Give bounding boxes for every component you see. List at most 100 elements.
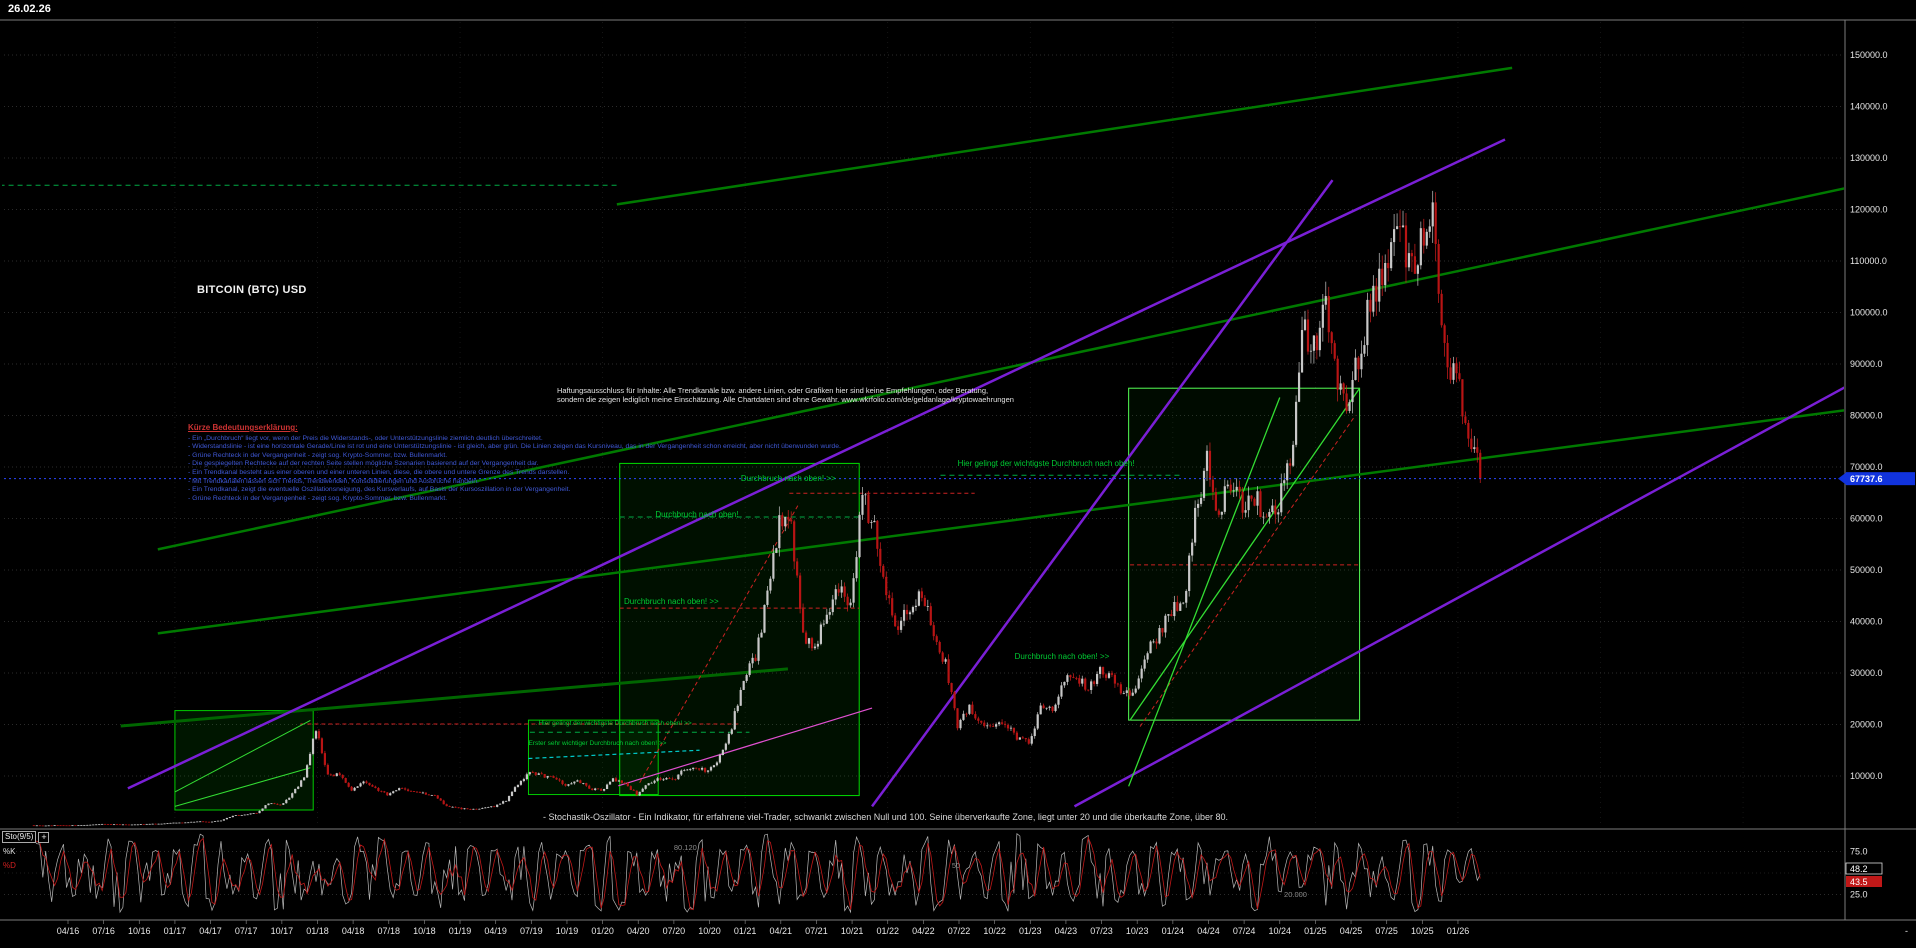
svg-text:67737.6: 67737.6 bbox=[1850, 474, 1883, 484]
stochastic-description: - Stochastik-Oszillator - Ein Indikator,… bbox=[543, 812, 1229, 822]
svg-text:10/18: 10/18 bbox=[413, 926, 436, 936]
svg-text:90000.0: 90000.0 bbox=[1850, 359, 1883, 369]
svg-text:60000.0: 60000.0 bbox=[1850, 514, 1883, 524]
svg-text:07/21: 07/21 bbox=[805, 926, 828, 936]
oscillator-toolbar: Sto(9/5) + bbox=[2, 831, 50, 843]
svg-text:04/16: 04/16 bbox=[57, 926, 80, 936]
svg-text:10/21: 10/21 bbox=[841, 926, 864, 936]
oscillator-inner-label: 20.000 bbox=[1284, 890, 1307, 900]
grid-settings-icon[interactable]: + bbox=[38, 831, 50, 843]
svg-text:150000.0: 150000.0 bbox=[1850, 50, 1888, 60]
svg-text:04/20: 04/20 bbox=[627, 926, 650, 936]
legend-line: - Ein „Durchbruch“ liegt vor, wenn der P… bbox=[188, 434, 543, 442]
legend-line: - Grüne Rechteck in der Vergangenheit - … bbox=[188, 494, 448, 502]
oscillator-inner-label: 50 bbox=[951, 860, 961, 870]
legend-line: - Ein Trendkanal, zeigt die eventuelle O… bbox=[188, 486, 571, 494]
price-axis-labels: 150000.0 140000.0 130000.0 120000.0 110000.0… bbox=[1850, 50, 1888, 781]
chart-annotation: Hier gelingt der wichtigste Durchbruch n… bbox=[957, 458, 1135, 468]
svg-text:-: - bbox=[1905, 926, 1908, 936]
percent-d-label: %D bbox=[3, 861, 16, 870]
svg-text:10/22: 10/22 bbox=[983, 926, 1006, 936]
svg-text:01/20: 01/20 bbox=[591, 926, 614, 936]
chart-title: BITCOIN (BTC) USD bbox=[197, 284, 307, 296]
svg-text:04/24: 04/24 bbox=[1197, 926, 1220, 936]
svg-text:140000.0: 140000.0 bbox=[1850, 102, 1888, 112]
legend-line: - Die gespiegelten Rechtecke auf der rec… bbox=[188, 460, 539, 468]
svg-text:07/25: 07/25 bbox=[1375, 926, 1398, 936]
oscillator-axis-labels: 75.0 25.0 48.2 43.5 bbox=[1845, 847, 1883, 900]
svg-text:40000.0: 40000.0 bbox=[1850, 617, 1883, 627]
svg-text:50000.0: 50000.0 bbox=[1850, 565, 1883, 575]
svg-text:10/23: 10/23 bbox=[1126, 926, 1149, 936]
svg-text:07/18: 07/18 bbox=[377, 926, 400, 936]
svg-text:110000.0: 110000.0 bbox=[1850, 256, 1887, 266]
chart-annotation: Hier gelingt der wichtigste Durchbruch n… bbox=[538, 720, 692, 728]
svg-text:10/20: 10/20 bbox=[698, 926, 721, 936]
svg-text:01/17: 01/17 bbox=[164, 926, 187, 936]
legend-lines: - Ein „Durchbruch“ liegt vor, wenn der P… bbox=[188, 435, 841, 504]
svg-text:10/17: 10/17 bbox=[271, 926, 294, 936]
svg-text:04/19: 04/19 bbox=[484, 926, 507, 936]
svg-text:70000.0: 70000.0 bbox=[1850, 462, 1883, 472]
svg-text:75.0: 75.0 bbox=[1850, 847, 1868, 857]
svg-text:07/23: 07/23 bbox=[1090, 926, 1113, 936]
percent-k-label: %K bbox=[3, 847, 16, 856]
svg-text:07/19: 07/19 bbox=[520, 926, 543, 936]
disclaimer: Haftungsausschluss für Inhalte: Alle Tre… bbox=[557, 386, 1014, 404]
svg-text:10/25: 10/25 bbox=[1411, 926, 1434, 936]
svg-text:43.5: 43.5 bbox=[1850, 877, 1868, 887]
legend-heading: Kürze Bedeutungserklärung: bbox=[188, 423, 298, 432]
date-label: 26.02.26 bbox=[8, 3, 51, 15]
svg-text:01/22: 01/22 bbox=[876, 926, 899, 936]
chart-annotation: Durchbruch nach oben! bbox=[655, 509, 739, 519]
oscillator-area bbox=[4, 833, 1844, 914]
svg-text:80000.0: 80000.0 bbox=[1850, 411, 1883, 421]
svg-text:04/22: 04/22 bbox=[912, 926, 935, 936]
plot-area bbox=[2, 66, 1844, 827]
svg-text:10000.0: 10000.0 bbox=[1850, 771, 1883, 781]
svg-text:04/25: 04/25 bbox=[1340, 926, 1363, 936]
oscillator-series-labels: %K %D bbox=[3, 845, 16, 873]
svg-text:01/19: 01/19 bbox=[449, 926, 472, 936]
chart-annotation: Erster sehr wichtiger Durchbruch nach ob… bbox=[528, 740, 667, 748]
svg-text:25.0: 25.0 bbox=[1850, 890, 1868, 900]
svg-text:10/19: 10/19 bbox=[556, 926, 579, 936]
legend-line: - Widerstandslinie - ist eine horizontal… bbox=[188, 443, 841, 451]
legend-block: Kürze Bedeutungserklärung: - Ein „Durchb… bbox=[188, 423, 841, 504]
oscillator-name-button[interactable]: Sto(9/5) bbox=[2, 831, 37, 843]
chart-annotation: Durchbruch nach oben! >> bbox=[740, 473, 836, 483]
legend-line: - Ein Trendkanal besteht aus einer obere… bbox=[188, 468, 570, 476]
svg-text:01/21: 01/21 bbox=[734, 926, 757, 936]
svg-text:07/24: 07/24 bbox=[1233, 926, 1256, 936]
svg-text:01/26: 01/26 bbox=[1447, 926, 1470, 936]
svg-text:04/17: 04/17 bbox=[199, 926, 222, 936]
svg-text:07/17: 07/17 bbox=[235, 926, 258, 936]
svg-text:10/24: 10/24 bbox=[1268, 926, 1291, 936]
legend-line: - Grüne Rechteck in der Vergangenheit - … bbox=[188, 451, 448, 459]
svg-text:07/16: 07/16 bbox=[92, 926, 115, 936]
svg-text:20000.0: 20000.0 bbox=[1850, 720, 1883, 730]
current-price-tag: 67737.6 bbox=[1838, 472, 1915, 486]
time-axis-labels: 04/16 07/16 10/16 01/17 04/17 07/17 10/17 01/18… bbox=[57, 920, 1908, 936]
svg-text:100000.0: 100000.0 bbox=[1850, 308, 1888, 318]
price-gridlines bbox=[4, 54, 1844, 777]
svg-text:01/23: 01/23 bbox=[1019, 926, 1042, 936]
svg-text:01/18: 01/18 bbox=[306, 926, 329, 936]
disclaimer-line-1: Haftungsausschluss für Inhalte: Alle Tre… bbox=[557, 386, 989, 395]
svg-text:10/16: 10/16 bbox=[128, 926, 151, 936]
svg-text:01/25: 01/25 bbox=[1304, 926, 1327, 936]
svg-text:30000.0: 30000.0 bbox=[1850, 668, 1883, 678]
oscillator-inner-label: 80.120 bbox=[673, 842, 697, 852]
disclaimer-line-2: sondern die zeigen lediglich meine Einsc… bbox=[557, 395, 1014, 404]
svg-text:130000.0: 130000.0 bbox=[1850, 153, 1888, 163]
svg-text:04/18: 04/18 bbox=[342, 926, 365, 936]
svg-text:04/21: 04/21 bbox=[770, 926, 793, 936]
svg-text:07/22: 07/22 bbox=[948, 926, 971, 936]
chart-annotation: Durchbruch nach oben! >> bbox=[623, 597, 719, 607]
svg-text:04/23: 04/23 bbox=[1055, 926, 1078, 936]
svg-text:01/24: 01/24 bbox=[1162, 926, 1185, 936]
year-gridlines bbox=[174, 22, 1744, 826]
chart-annotation: Durchbruch nach oben! >> bbox=[1014, 652, 1110, 662]
